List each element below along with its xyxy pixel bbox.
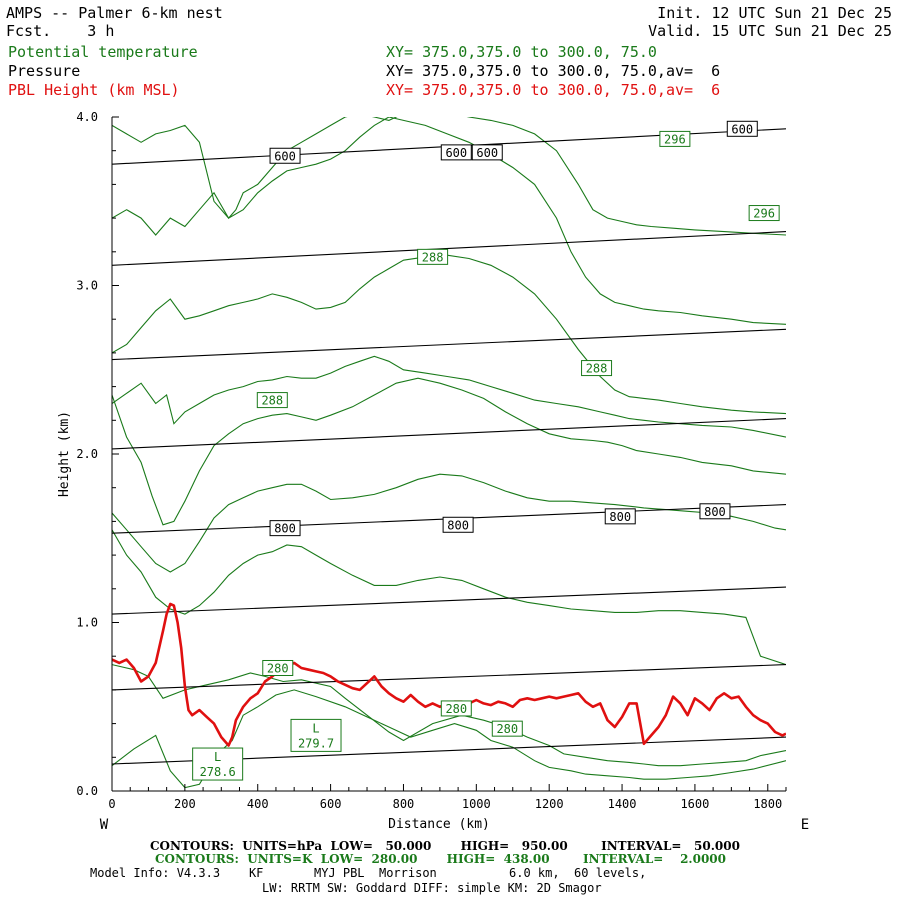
pressure-label-2: 600 [445,146,467,160]
field-label-pbl: PBL Height (km MSL) [8,81,180,99]
footer-model-info-2: LW: RRTM SW: Goddard DIFF: simple KM: 2D… [262,881,602,895]
pressure-label-3-box [471,144,503,161]
theta-label-6: 280 [267,661,289,675]
pressure-label-5: 800 [274,522,296,536]
pressure-contour-6 [112,586,786,615]
theta-label-5-box [256,392,288,409]
footer-contours-pressure: CONTOURS: UNITS=hPa LOW= 50.000 HIGH= 95… [150,839,740,853]
theta-label-4: 288 [586,362,608,376]
xy-pressure: XY= 375.0,375.0 to 300.0, 75.0,av= 6 [386,62,721,80]
pressure-contour-2 [112,231,786,266]
footer-model-info: Model Info: V4.3.3 KF MYJ PBL Morrison 6… [90,866,647,880]
x-tick-label-200: 200 [174,797,196,811]
theta-label-8-box [491,720,523,737]
init-time: Init. 12 UTC Sun 21 Dec 25 [657,4,892,22]
theta-label-1-box [659,130,691,147]
theta-label-8: 280 [496,722,518,736]
xy-pbl: XY= 375.0,375.0 to 300.0, 75.0,av= 6 [386,81,721,99]
y-tick-label-3.0: 3.0 [76,279,98,293]
low-center-letter-1: L [312,721,319,735]
pressure-label-7: 800 [609,510,631,524]
y-tick-label-1.0: 1.0 [76,616,98,630]
y-tick-label-0.0: 0.0 [76,784,98,798]
theta-label-2-box [748,205,780,222]
theta-contour-2 [112,664,786,767]
low-center-value-2: 278.6 [200,765,236,779]
x-tick-label-1400: 1400 [608,797,637,811]
pressure-contour-4 [112,418,786,450]
x-tick-label-400: 400 [247,797,269,811]
pressure-label-1: 600 [274,149,296,163]
pressure-label-2-box [440,144,472,161]
theta-label-4-box [581,360,613,377]
pressure-label-7-box [604,508,636,525]
model-title: AMPS -- Palmer 6-km nest [6,4,223,22]
theta-contour-3 [112,529,786,666]
theta-label-3: 288 [422,250,444,264]
pressure-label-6-box [442,516,474,533]
x-tick-label-1600: 1600 [680,797,709,811]
pressure-label-3: 600 [476,146,498,160]
contour-labels: 600 600 600 600 800 800 800 800 296 296 288 288 288 2… [192,120,780,781]
pressure-label-4-box [726,120,758,137]
theta-label-3-box [417,248,449,265]
field-label-theta: Potential temperature [8,43,198,61]
theta-label-1: 296 [664,132,686,146]
low-center-box-1 [290,718,342,752]
theta-label-7-box [440,700,472,717]
theta-contour-9 [112,117,786,236]
y-tick-label-2.0: 2.0 [76,447,98,461]
x-tick-label-1000: 1000 [462,797,491,811]
x-tick-label-1800: 1800 [753,797,782,811]
theta-label-7: 280 [445,702,467,716]
low-center-box-2 [192,747,244,781]
xy-theta: XY= 375.0,375.0 to 300.0, 75.0 [386,43,657,61]
pressure-label-5-box [269,520,301,537]
pbl-height-line [112,602,786,747]
theta-contour-7 [112,254,786,415]
theta-contour-5 [112,377,786,526]
footer-contours-theta: CONTOURS: UNITS=K LOW= 280.00 HIGH= 438.… [155,852,726,866]
pbl-series [112,602,786,747]
theta-contours [112,117,786,789]
east-label: E [801,817,809,833]
pressure-label-1-box [269,147,301,164]
pressure-label-4: 600 [731,122,753,136]
x-tick-label-600: 600 [320,797,342,811]
pressure-contour-7 [112,664,786,691]
low-center-letter-2: L [214,750,221,764]
valid-time: Valid. 15 UTC Sun 21 Dec 25 [648,22,892,40]
x-tick-label-0: 0 [108,797,115,811]
theta-contour-8 [112,117,786,325]
theta-label-2: 296 [753,207,775,221]
forecast-hour: Fcst. 3 h [6,22,115,40]
west-label: W [100,817,109,833]
theta-contour-6 [112,355,786,438]
axes: 0.0 1.0 2.0 3.0 4.0 0 200 400 600 800 1000 1200 1400… [57,110,809,833]
y-axis-title: Height (km) [57,411,72,497]
pressure-label-8-box [699,503,731,520]
x-axis-title: Distance (km) [388,817,490,832]
x-tick-label-800: 800 [393,797,415,811]
pressure-label-6: 800 [447,518,469,532]
low-center-value-1: 279.7 [298,736,334,750]
pressure-label-8: 800 [704,505,726,519]
pressure-contour-3 [112,328,786,361]
field-label-pressure: Pressure [8,62,81,80]
theta-label-5: 288 [261,394,283,408]
y-tick-label-4.0: 4.0 [76,110,98,124]
theta-label-6-box [262,659,294,676]
x-tick-label-1200: 1200 [535,797,564,811]
